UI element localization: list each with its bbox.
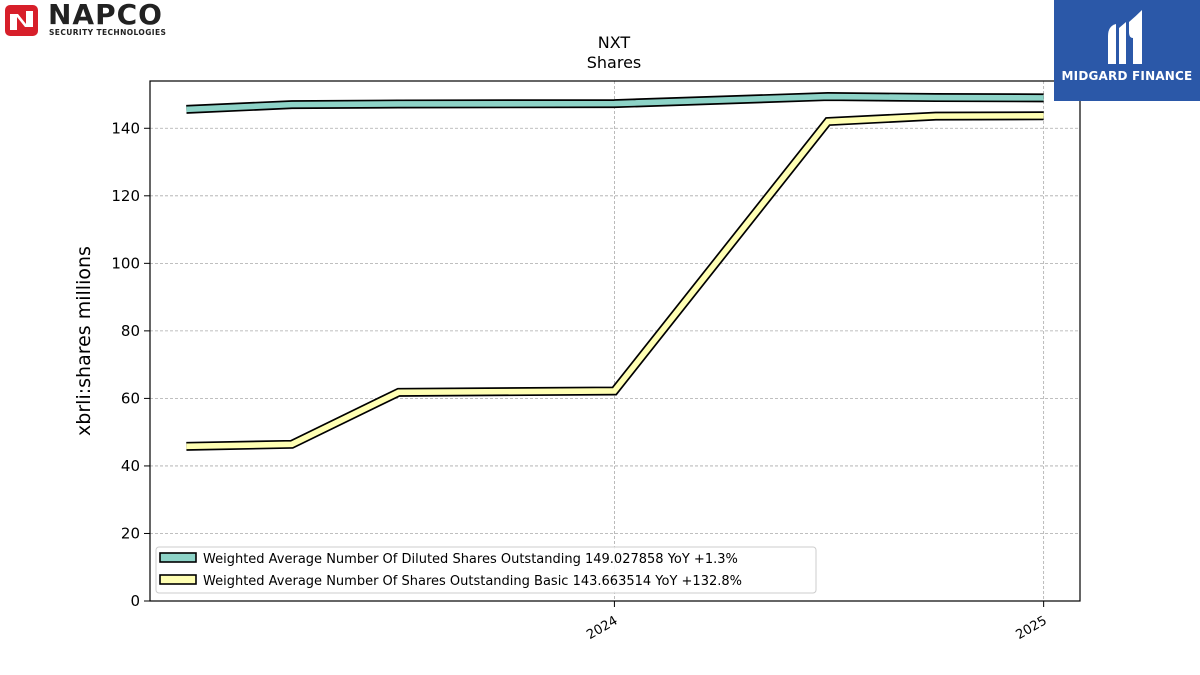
napco-wordmark: NAPCO <box>48 0 163 31</box>
y-tick-label: 140 <box>111 119 140 137</box>
legend-label-diluted: Weighted Average Number Of Diluted Share… <box>203 552 738 567</box>
napco-tagline: SECURITY TECHNOLOGIES <box>49 28 167 37</box>
legend-box <box>155 546 817 594</box>
legend-swatch-diluted <box>159 552 197 563</box>
x-tick-label: 2025 <box>1013 613 1049 643</box>
grid-lines <box>150 81 1080 602</box>
x-axis-ticks: 2024 2025 <box>584 601 1050 643</box>
series-line-outline <box>186 111 1044 451</box>
y-tick-label: 40 <box>121 457 140 475</box>
y-axis-label: xbrli:shares millions <box>73 246 95 436</box>
chart-title: NXT <box>598 33 631 52</box>
napco-logo: NAPCO SECURITY TECHNOLOGIES <box>4 0 209 40</box>
x-tick-label: 2024 <box>584 613 620 643</box>
midgard-wordmark: MIDGARD FINANCE <box>1061 69 1193 83</box>
series-lines <box>186 92 1044 451</box>
napco-mark-icon <box>5 5 38 36</box>
legend-swatch-basic <box>159 574 197 585</box>
y-tick-label: 100 <box>111 254 140 272</box>
series-line-diluted <box>186 93 1044 113</box>
y-tick-label: 80 <box>121 322 140 340</box>
y-tick-label: 0 <box>130 592 140 610</box>
midgard-finance-logo: MIDGARD FINANCE <box>1054 0 1200 101</box>
series-line-basic <box>186 112 1044 450</box>
y-tick-label: 120 <box>111 187 140 205</box>
midgard-mark-icon <box>1108 10 1142 64</box>
y-tick-label: 60 <box>121 389 140 407</box>
chart-subtitle: Shares <box>587 53 642 72</box>
legend-label-basic: Weighted Average Number Of Shares Outsta… <box>203 574 742 589</box>
legend: Weighted Average Number Of Diluted Share… <box>155 546 817 594</box>
plot-frame <box>149 80 1081 602</box>
y-axis-ticks: 0 20 40 60 80 100 120 140 <box>111 119 150 610</box>
y-tick-label: 20 <box>121 524 140 542</box>
